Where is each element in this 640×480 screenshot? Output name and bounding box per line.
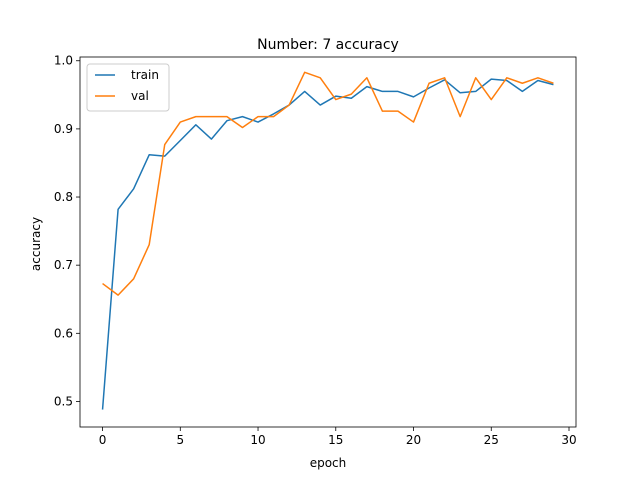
chart-title: Number: 7 accuracy [257,37,399,53]
y-tick-label: 0.6 [54,326,73,340]
x-tick-label: 10 [250,433,265,447]
y-tick-label: 0.5 [54,394,73,408]
legend-label-train: train [131,68,159,82]
series-line-train [101,78,554,410]
x-tick-label: 5 [176,433,184,447]
y-tick-label: 1.0 [54,54,73,68]
y-tick-label: 0.9 [54,122,73,136]
x-axis-label: epoch [310,456,347,470]
legend-label-val: val [131,89,149,103]
y-tick-label: 0.7 [54,258,73,272]
x-tick-label: 0 [99,433,107,447]
plot-area: 0 5 10 15 20 25 30 0.5 0.6 0.7 0.8 0.9 1.0 [54,54,577,447]
x-tick-label: 20 [406,433,421,447]
x-tick-label: 15 [328,433,343,447]
x-tick-label: 30 [561,433,576,447]
series-line-val [102,71,554,296]
legend: train val [86,63,170,112]
x-tick-label: 25 [484,433,499,447]
y-axis-label: accuracy [29,217,43,271]
axes-frame [79,56,577,428]
y-tick-label: 0.8 [54,190,73,204]
